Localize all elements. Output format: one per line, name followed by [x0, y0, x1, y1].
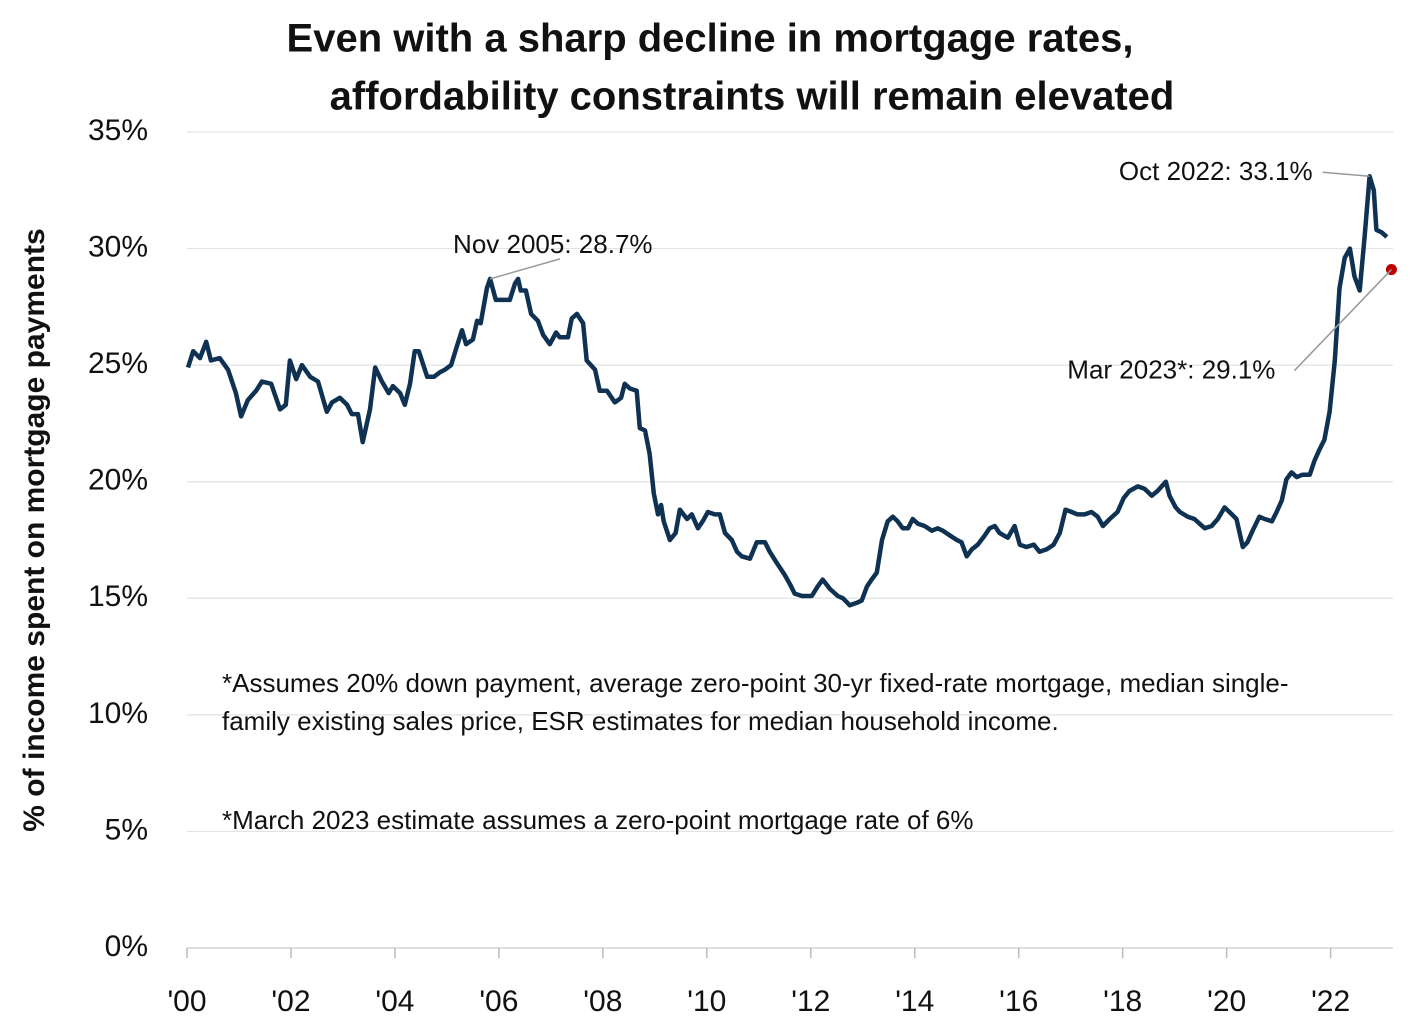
- x-tick-label: '00: [167, 985, 206, 1018]
- annotation-leader: [489, 258, 561, 280]
- y-axis-label: % of income spent on mortgage payments: [18, 228, 51, 831]
- annotation-leader: [1293, 269, 1392, 372]
- annotation-leader: [1322, 171, 1370, 178]
- y-tick-label: 10%: [88, 697, 148, 730]
- annotation: Mar 2023*: 29.1%: [1067, 354, 1275, 384]
- x-tick-label: '08: [583, 985, 622, 1018]
- chart-title: Even with a sharp decline in mortgage ra…: [287, 17, 1134, 61]
- y-tick-label: 35%: [88, 114, 148, 147]
- x-tick-label: '10: [687, 985, 726, 1018]
- x-tick-label: '20: [1207, 985, 1246, 1018]
- footnote: *Assumes 20% down payment, average zero-…: [222, 668, 1289, 736]
- y-tick-label: 5%: [105, 813, 148, 846]
- annotation: Oct 2022: 33.1%: [1119, 156, 1313, 186]
- x-tick-label: '04: [375, 985, 414, 1018]
- x-tick-label: '22: [1311, 985, 1350, 1018]
- line-series: [185, 174, 1389, 608]
- annotation: Nov 2005: 28.7%: [453, 229, 652, 259]
- x-tick-label: '02: [271, 985, 310, 1018]
- x-tick-label: '06: [479, 985, 518, 1018]
- x-tick-label: '18: [1103, 985, 1142, 1018]
- y-tick-label: 20%: [88, 464, 148, 497]
- y-tick-label: 30%: [88, 230, 148, 263]
- footnote: *March 2023 estimate assumes a zero-poin…: [222, 805, 974, 835]
- chart-title: affordability constraints will remain el…: [330, 75, 1175, 119]
- x-tick-label: '12: [791, 985, 830, 1018]
- x-tick-label: '14: [895, 985, 934, 1018]
- y-tick-label: 15%: [88, 580, 148, 613]
- y-tick-label: 0%: [105, 930, 148, 963]
- x-tick-label: '16: [999, 985, 1038, 1018]
- y-tick-label: 25%: [88, 347, 148, 380]
